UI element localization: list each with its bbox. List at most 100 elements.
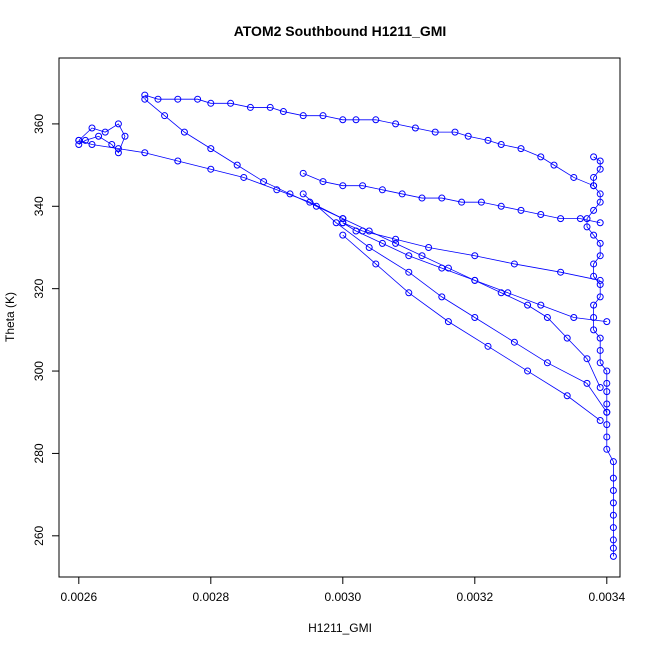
data-point [75, 136, 83, 144]
data-point [557, 215, 565, 223]
data-point [583, 379, 591, 387]
data-point [299, 112, 307, 120]
series-1 [141, 91, 598, 190]
data-point [510, 260, 518, 268]
data-point [590, 314, 598, 321]
chart-title: ATOM2 Southbound H1211_GMI [234, 23, 447, 39]
data-point [570, 173, 578, 181]
data-point [405, 252, 413, 260]
data-point [101, 128, 109, 136]
data-point [279, 108, 287, 116]
data-point [339, 182, 347, 190]
data-point [609, 536, 617, 544]
data-point [590, 173, 598, 181]
data-point [570, 314, 578, 321]
data-point [609, 524, 617, 532]
data-point [590, 260, 598, 268]
series-7 [339, 219, 604, 284]
data-point [207, 165, 215, 173]
y-axis-label: Theta (K) [3, 292, 17, 342]
data-point [596, 384, 604, 392]
data-point [359, 182, 367, 190]
data-point [306, 198, 314, 206]
y-tick-label: 260 [32, 525, 46, 545]
data-point [596, 157, 604, 165]
data-point [537, 211, 545, 219]
data-point [411, 124, 419, 132]
data-point [114, 120, 122, 128]
x-axis: 0.0026 0.0028 0.0030 0.0032 0.0034 [60, 576, 625, 604]
data-point [596, 190, 604, 198]
data-point [603, 433, 611, 441]
data-point [590, 206, 598, 214]
data-point [596, 359, 604, 367]
x-tick-label: 0.0028 [192, 590, 229, 604]
data-point [141, 95, 149, 103]
data-point [392, 120, 400, 128]
data-point [444, 318, 452, 326]
data-point [497, 141, 505, 148]
data-point [405, 268, 413, 276]
data-point [108, 141, 116, 148]
data-point [609, 499, 617, 507]
data-point [332, 219, 340, 227]
data-point [227, 99, 235, 107]
data-point [75, 141, 83, 148]
data-point [121, 132, 129, 140]
data-point [312, 202, 320, 210]
data-point [517, 206, 525, 214]
data-point [517, 145, 525, 153]
data-point [464, 132, 472, 140]
data-point [339, 215, 347, 223]
series-2 [141, 95, 604, 392]
data-point [563, 334, 571, 342]
data-point [352, 116, 360, 124]
data-point [609, 552, 617, 560]
x-tick-label: 0.0026 [60, 590, 97, 604]
data-point [154, 95, 162, 103]
data-point [524, 301, 532, 309]
data-point [590, 326, 598, 334]
data-point [583, 355, 591, 363]
data-point [497, 202, 505, 210]
data-point [603, 445, 611, 453]
data-point [596, 346, 604, 354]
y-axis: 260 280 300 320 340 360 [32, 114, 60, 546]
data-point [537, 153, 545, 161]
series-line [342, 234, 601, 421]
series-0 [583, 153, 617, 560]
data-point [194, 95, 202, 103]
series-line [586, 156, 614, 557]
data-point [609, 544, 617, 552]
data-point [365, 227, 373, 235]
data-point [392, 239, 400, 247]
data-point [537, 301, 545, 309]
data-point [609, 458, 617, 466]
data-point [95, 132, 103, 140]
data-point [583, 215, 591, 223]
data-point [510, 338, 518, 346]
series-6 [339, 231, 604, 424]
x-tick-label: 0.0034 [588, 590, 625, 604]
x-tick-label: 0.0030 [324, 590, 361, 604]
data-series [75, 91, 617, 560]
data-point [590, 182, 598, 190]
data-point [431, 128, 439, 136]
data-point [590, 301, 598, 309]
data-point [451, 128, 459, 136]
data-point [471, 252, 479, 260]
data-point [596, 416, 604, 424]
data-point [88, 124, 96, 132]
data-point [378, 186, 386, 194]
data-point [543, 314, 551, 321]
data-point [563, 392, 571, 400]
data-point [590, 153, 598, 161]
data-point [596, 198, 604, 206]
data-point [319, 178, 327, 186]
data-point [603, 408, 611, 416]
series-9 [75, 120, 129, 157]
data-point [596, 334, 604, 342]
data-point [444, 264, 452, 272]
